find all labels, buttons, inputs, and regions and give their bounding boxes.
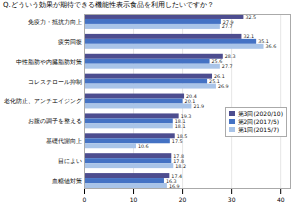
svg-text:36.6: 36.6 bbox=[266, 44, 277, 49]
svg-text:30: 30 bbox=[228, 196, 236, 202]
svg-text:10.6: 10.6 bbox=[138, 144, 149, 149]
svg-text:32.5: 32.5 bbox=[245, 15, 256, 20]
svg-text:18.2: 18.2 bbox=[175, 164, 186, 169]
svg-text:20.1: 20.1 bbox=[184, 99, 196, 104]
svg-text:28.3: 28.3 bbox=[225, 54, 236, 59]
svg-text:35.1: 35.1 bbox=[258, 39, 269, 45]
svg-text:老化防止、アンチエイジング: 老化防止、アンチエイジング bbox=[4, 97, 83, 104]
svg-text:27.7: 27.7 bbox=[222, 24, 233, 29]
svg-text:中性脂肪や内臓脂肪対策: 中性脂肪や内臓脂肪対策 bbox=[16, 58, 82, 65]
svg-text:17.4: 17.4 bbox=[171, 173, 182, 179]
svg-text:16.9: 16.9 bbox=[169, 184, 180, 189]
html-text:第1回(2015/7): 第1回(2015/7) bbox=[237, 125, 280, 133]
html-text:第2回(2017/5): 第2回(2017/5) bbox=[237, 117, 280, 125]
svg-text:18.1: 18.1 bbox=[174, 118, 186, 124]
svg-text:19.3: 19.3 bbox=[180, 114, 192, 119]
svg-text:コレステロール抑制: コレステロール抑制 bbox=[28, 78, 82, 85]
svg-text:18.5: 18.5 bbox=[176, 133, 188, 139]
svg-text:32.1: 32.1 bbox=[243, 34, 254, 39]
svg-text:26.1: 26.1 bbox=[214, 74, 225, 80]
svg-text:10: 10 bbox=[130, 196, 138, 202]
svg-text:18.1: 18.1 bbox=[175, 124, 186, 129]
html-text:Q.どういう効果が期待できる機能性表示食品を利用したいですか: Q.どういう効果が期待できる機能性表示食品を利用したいですか？ bbox=[3, 1, 214, 9]
svg-text:25.6: 25.6 bbox=[212, 59, 223, 64]
svg-text:0: 0 bbox=[83, 196, 87, 202]
svg-text:27.7: 27.7 bbox=[222, 64, 233, 69]
svg-text:目によい: 目によい bbox=[58, 157, 82, 164]
svg-text:血糖値対策: 血糖値対策 bbox=[52, 177, 82, 184]
svg-text:20: 20 bbox=[179, 196, 187, 202]
svg-text:21.9: 21.9 bbox=[193, 104, 204, 109]
svg-text:お腹の調子を整える: お腹の調子を整える bbox=[28, 117, 82, 124]
svg-text:20.4: 20.4 bbox=[186, 94, 197, 100]
svg-text:27.9: 27.9 bbox=[222, 19, 234, 25]
svg-text:40: 40 bbox=[277, 196, 285, 202]
svg-text:26.9: 26.9 bbox=[218, 84, 229, 89]
svg-text:免疫力・抵抗力向上: 免疫力・抵抗力向上 bbox=[28, 18, 82, 25]
svg-text:16.3: 16.3 bbox=[165, 178, 177, 184]
html-text:第3回(2020/10): 第3回(2020/10) bbox=[237, 109, 283, 117]
svg-text:17.8: 17.8 bbox=[173, 158, 184, 164]
svg-text:17.8: 17.8 bbox=[173, 153, 184, 159]
svg-text:基礎代謝向上: 基礎代謝向上 bbox=[46, 137, 82, 144]
svg-text:疲労回復: 疲労回復 bbox=[58, 38, 82, 45]
svg-text:17.5: 17.5 bbox=[172, 139, 183, 144]
svg-text:25.1: 25.1 bbox=[209, 79, 220, 85]
